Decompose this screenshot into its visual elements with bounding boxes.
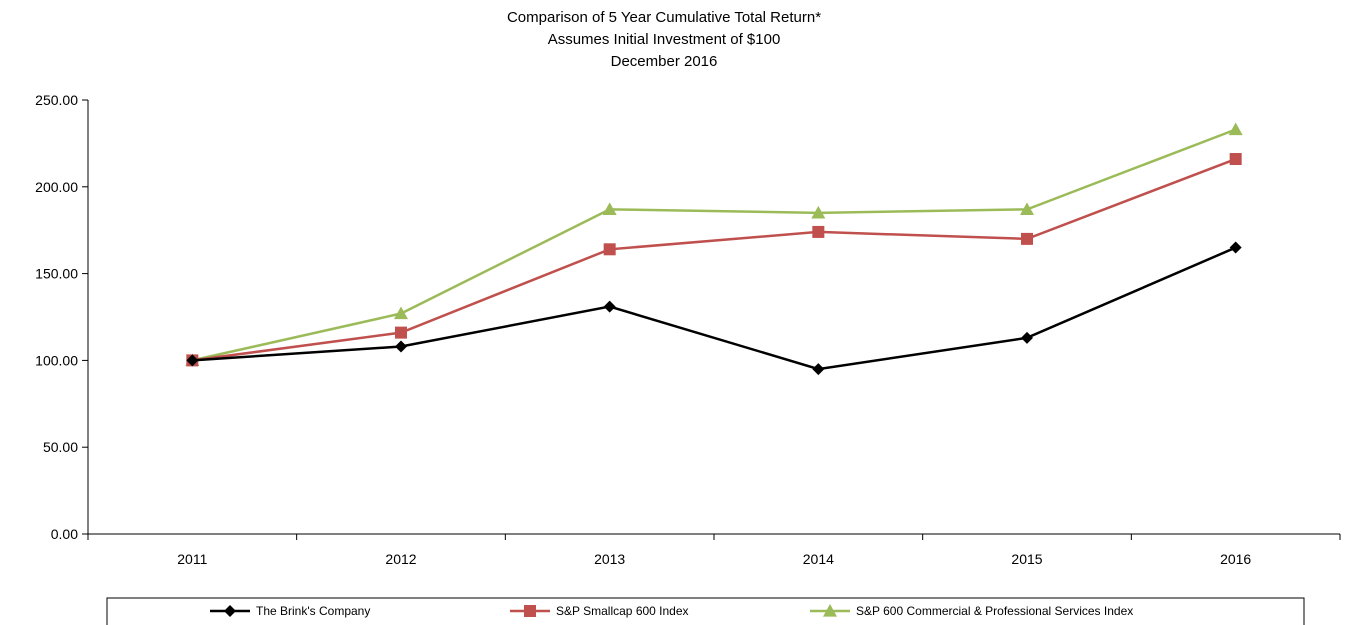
series-1-point <box>186 354 199 367</box>
x-tick-label: 2012 <box>385 551 416 567</box>
series-1-point <box>1229 241 1242 254</box>
legend: The Brink's Company S&P Smallcap 600 Inde… <box>106 597 1305 625</box>
legend-box <box>106 597 1305 625</box>
series-2-point <box>603 243 616 256</box>
series-2-point <box>1021 232 1033 245</box>
legend-marker-1 <box>224 605 236 617</box>
series-2-point <box>395 326 407 339</box>
chart-subtitle-line-1: Assumes Initial Investment of $100 <box>548 31 781 48</box>
series-1-point <box>395 340 407 353</box>
y-tick-label: 200.00 <box>35 179 78 195</box>
chart-title: Comparison of 5 Year Cumulative Total Re… <box>507 9 821 26</box>
legend-label-2: S&P Smallcap 600 Index <box>556 604 689 618</box>
x-tick-label: 2015 <box>1011 551 1042 567</box>
series-line-2 <box>192 157 1237 362</box>
y-tick-label: 250.00 <box>35 92 78 108</box>
series-2-point <box>1229 153 1242 166</box>
series-3-point <box>602 202 617 215</box>
legend-marker-2 <box>524 605 536 617</box>
series-3-point <box>1228 122 1243 136</box>
series-3-point <box>811 205 826 219</box>
x-tick-label: 2014 <box>803 551 834 567</box>
series-1-point <box>1021 331 1033 344</box>
y-tick-label: 150.00 <box>35 266 78 282</box>
y-tick-label: 100.00 <box>35 352 78 368</box>
legend-label-3: S&P 600 Commercial & Professional Servic… <box>856 604 1133 618</box>
legend-label-1: The Brink's Company <box>256 604 370 618</box>
plot-area: 0.00 50.00 100.00 150.00 200.00 250.00 2011 201… <box>35 92 1341 567</box>
series-line-1 <box>192 246 1237 371</box>
series-3-point <box>394 306 408 320</box>
series-2-point <box>812 225 825 238</box>
series-1-point <box>603 300 616 313</box>
series-3-point <box>1020 202 1034 215</box>
x-tick-label: 2016 <box>1220 551 1251 567</box>
series-1-point <box>812 363 825 376</box>
legend-marker-3 <box>823 604 837 617</box>
series-line-3 <box>192 128 1237 362</box>
chart-subtitle-line-2: December 2016 <box>611 53 718 70</box>
x-tick-label: 2013 <box>594 551 625 567</box>
x-tick-label: 2011 <box>177 551 207 567</box>
y-tick-label: 0.00 <box>51 526 78 542</box>
y-tick-label: 50.00 <box>43 439 78 455</box>
